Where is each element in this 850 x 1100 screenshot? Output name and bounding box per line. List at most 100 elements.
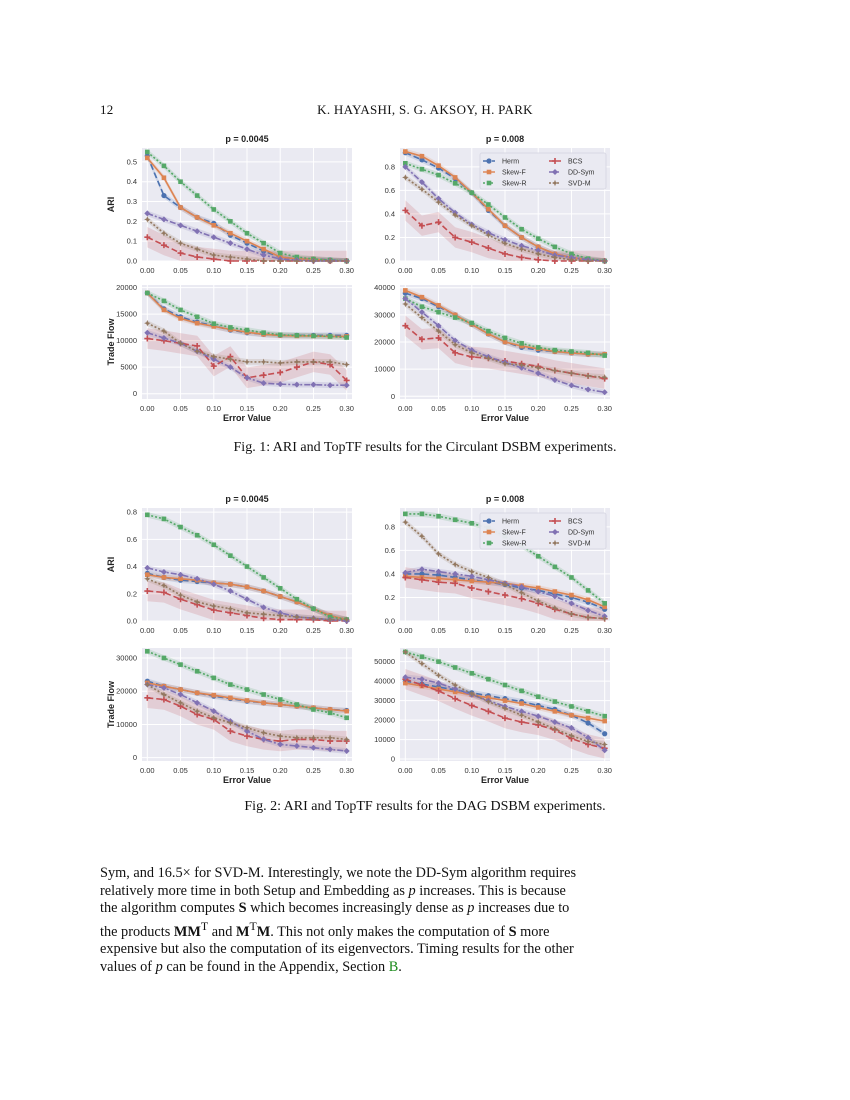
data-point [177, 340, 184, 347]
y-tick-label: 10000 [116, 720, 137, 729]
data-point [210, 602, 217, 610]
data-point [419, 166, 425, 172]
data-point [326, 257, 334, 265]
x-tick-label: 0.30 [339, 626, 354, 635]
data-point [161, 175, 167, 181]
x-tick-label: 0.15 [240, 266, 255, 275]
data-point [310, 734, 317, 741]
data-point [293, 734, 301, 741]
data-point [585, 597, 591, 603]
data-point [194, 320, 200, 326]
data-point [310, 615, 317, 622]
data-point [145, 512, 150, 518]
data-point [519, 701, 524, 706]
series-skew-r [145, 290, 349, 340]
data-point [277, 359, 284, 367]
data-point [227, 364, 234, 371]
appendix-section-link[interactable]: B [388, 958, 399, 975]
data-point [451, 211, 459, 219]
data-point [518, 712, 525, 719]
data-point [452, 175, 458, 180]
x-tick-label: 0.00 [140, 766, 155, 775]
data-point [210, 714, 217, 721]
x-tick-label: 0.25 [306, 404, 321, 413]
y-tick-label: 5000 [120, 363, 137, 372]
data-point [211, 223, 217, 228]
x-tick-label: 0.15 [240, 766, 255, 775]
data-point [601, 257, 608, 265]
legend-label: Herm [502, 159, 519, 166]
data-point [293, 364, 300, 371]
x-axis-label: Error Value [223, 775, 271, 785]
data-point [244, 584, 250, 590]
data-point [277, 332, 283, 338]
legend-marker [552, 169, 558, 175]
data-point [160, 230, 168, 237]
data-point [552, 589, 558, 594]
data-point [160, 568, 167, 575]
data-point [403, 288, 408, 293]
series-svd-m [402, 648, 608, 748]
data-point [161, 307, 167, 313]
data-point [552, 699, 558, 704]
data-point [451, 681, 459, 689]
data-point [419, 304, 425, 310]
body-line: the algorithm computes S which becomes i… [100, 900, 570, 917]
data-point [468, 573, 475, 580]
data-point [402, 674, 409, 681]
data-point [244, 238, 250, 244]
body-line: relatively more time in both Setup and E… [100, 882, 566, 899]
data-point [569, 592, 574, 598]
x-tick-label: 0.15 [498, 404, 513, 413]
data-point [435, 334, 442, 341]
data-point [194, 668, 200, 674]
data-point [535, 713, 542, 720]
data-point [144, 319, 151, 327]
x-tick-label: 0.20 [531, 404, 546, 413]
data-point [535, 597, 542, 605]
data-point [601, 615, 608, 622]
x-tick-label: 0.30 [339, 766, 354, 775]
data-point [418, 336, 425, 343]
legend-marker [486, 169, 492, 175]
data-point [244, 374, 250, 381]
data-point [294, 596, 300, 602]
y-tick-label: 0.2 [127, 589, 137, 598]
x-tick-label: 0.10 [464, 766, 479, 775]
data-point [227, 356, 234, 363]
data-point [160, 691, 168, 698]
data-point [485, 231, 492, 239]
data-point [568, 732, 575, 739]
legend-label: DD-Sym [568, 170, 595, 177]
data-point [160, 684, 167, 691]
data-point [602, 604, 607, 610]
data-point [419, 654, 425, 660]
data-point [193, 245, 201, 253]
data-point [469, 320, 475, 326]
y-tick-label: 20000 [374, 338, 395, 347]
data-point [585, 588, 591, 593]
y-tick-label: 40000 [374, 283, 395, 292]
figure-2-caption: Fig. 2: ARI and TopTF results for the DA… [244, 799, 606, 814]
data-point [344, 715, 349, 721]
data-point [468, 349, 475, 357]
x-tick-label: 0.30 [597, 266, 612, 275]
data-point [277, 612, 284, 619]
x-tick-label: 0.25 [306, 266, 321, 275]
data-point [435, 680, 442, 687]
data-point [260, 252, 267, 259]
data-point [402, 569, 409, 576]
data-point [144, 329, 151, 336]
data-point [569, 575, 574, 580]
legend-label: Skew-F [502, 170, 526, 177]
x-tick-label: 0.15 [498, 266, 513, 275]
data-point [501, 360, 509, 367]
data-point [419, 511, 425, 517]
data-point [261, 246, 266, 252]
data-point [294, 333, 300, 338]
legend-box [479, 152, 607, 190]
data-point [160, 582, 168, 589]
x-tick-label: 0.00 [398, 626, 413, 635]
data-point [452, 577, 458, 583]
data-point [403, 680, 408, 686]
